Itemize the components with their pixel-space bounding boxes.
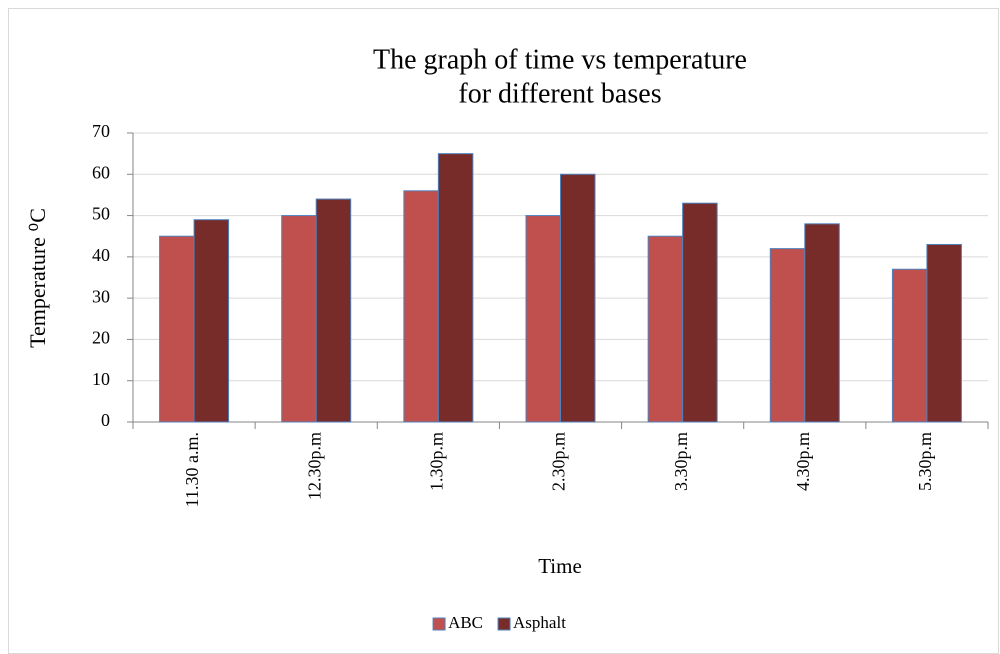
bar: [315, 198, 352, 423]
x-tick-label: 3.30p.m: [671, 432, 691, 491]
legend-label: ABC: [448, 613, 483, 632]
x-tick-label: 2.30p.m: [549, 432, 569, 491]
y-tick-label: 10: [92, 369, 110, 389]
bar: [525, 215, 561, 423]
y-tick-label: 20: [92, 328, 110, 348]
bar: [926, 243, 962, 423]
bar: [193, 219, 230, 423]
y-tick-label: 60: [92, 162, 110, 182]
legend-swatch: [432, 617, 446, 631]
legend-swatch: [497, 617, 511, 631]
y-tick-label: 30: [92, 286, 110, 306]
x-tick-label: 1.30p.m: [426, 432, 446, 491]
x-tick-label: 11.30 a.m.: [182, 432, 202, 507]
bar: [281, 215, 317, 423]
y-axis-label: Temperature ⁰C: [25, 208, 50, 348]
bar: [647, 235, 684, 423]
y-tick-label: 50: [92, 204, 110, 224]
bar: [682, 202, 718, 423]
bar: [804, 223, 840, 423]
bar: [769, 248, 806, 423]
x-tick-label: 4.30p.m: [793, 432, 813, 491]
x-axis-label: Time: [538, 554, 582, 578]
chart-title: The graph of time vs temperature: [373, 44, 747, 75]
bar: [437, 153, 474, 423]
x-tick-label: 12.30p.m: [304, 432, 324, 500]
y-tick-label: 40: [92, 245, 110, 265]
x-tick-label: 5.30p.m: [915, 432, 935, 491]
y-tick-label: 70: [92, 121, 110, 141]
bar: [159, 235, 195, 423]
chart-title: for different bases: [458, 78, 661, 109]
legend-label: Asphalt: [513, 613, 566, 632]
bar: [403, 190, 439, 423]
bar: [560, 173, 596, 423]
bar: [891, 268, 928, 423]
y-tick-label: 0: [101, 410, 110, 430]
